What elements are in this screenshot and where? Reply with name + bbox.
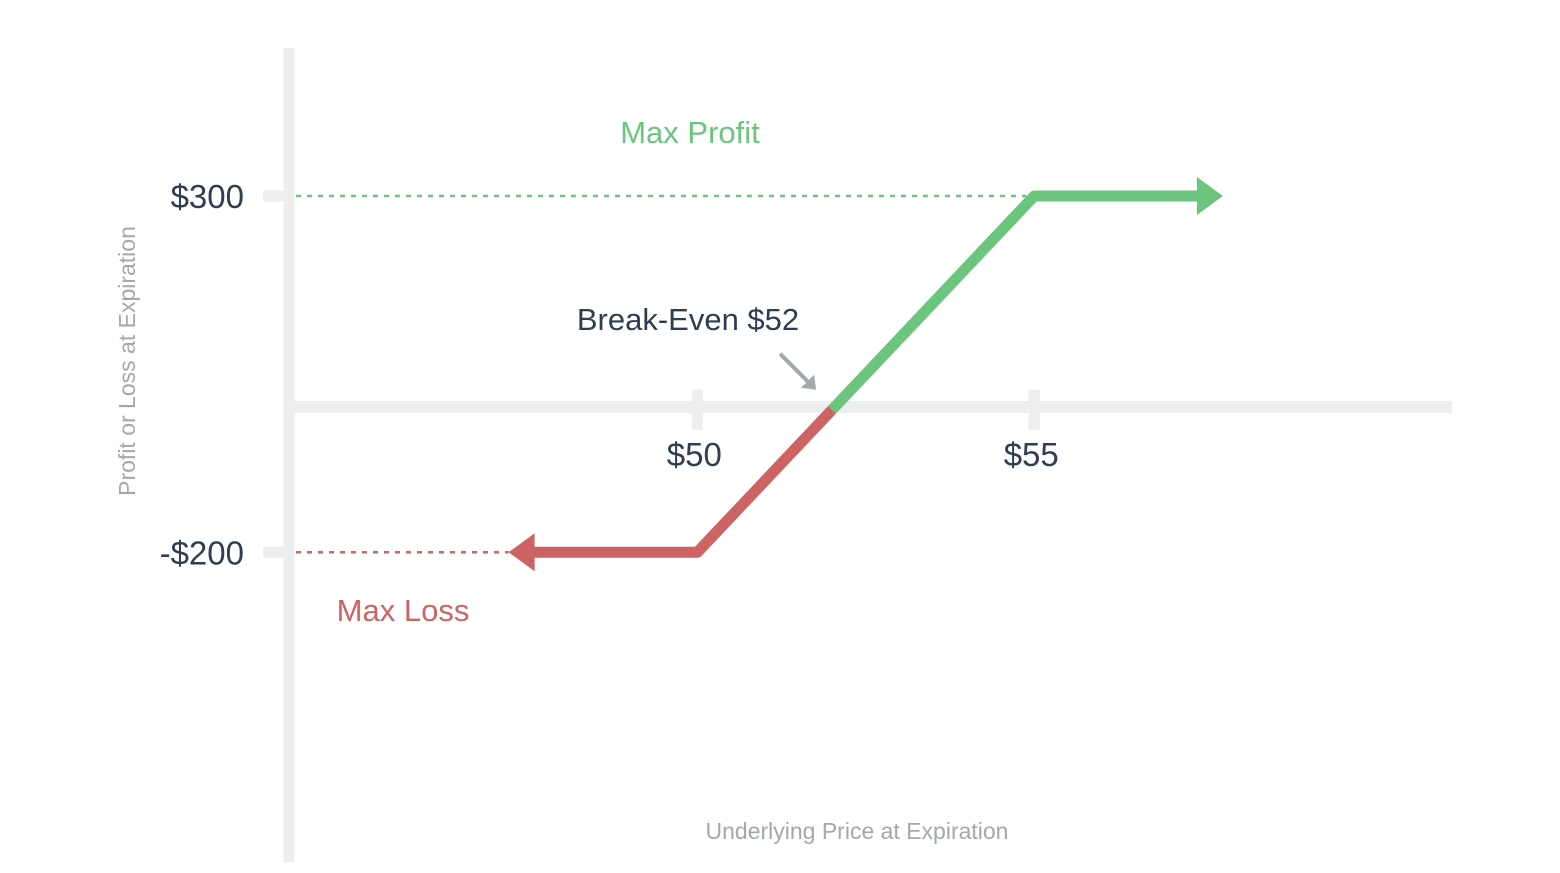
y-axis-ticks: $300 -$200 xyxy=(160,178,289,571)
x-axis-ticks: $50 $55 xyxy=(667,389,1059,473)
x-tick-label: $55 xyxy=(1004,436,1059,473)
max-profit-label: Max Profit xyxy=(620,115,760,150)
break-even-pointer-line xyxy=(778,352,812,386)
y-tick-label: -$200 xyxy=(160,534,244,571)
loss-arrowhead-icon xyxy=(508,533,535,572)
loss-segment-line xyxy=(532,405,837,558)
x-tick-label: $50 xyxy=(667,436,722,473)
y-tick-label: $300 xyxy=(171,178,244,215)
profit-segment-line xyxy=(828,190,1199,414)
y-axis-title: Profit or Loss at Expiration xyxy=(114,226,140,496)
x-axis-title: Underlying Price at Expiration xyxy=(706,818,1009,844)
break-even-label: Break-Even $52 xyxy=(577,302,799,337)
max-loss-label: Max Loss xyxy=(337,593,470,628)
profit-arrowhead-icon xyxy=(1196,176,1223,215)
break-even-pointer-arrow-icon xyxy=(801,374,817,390)
